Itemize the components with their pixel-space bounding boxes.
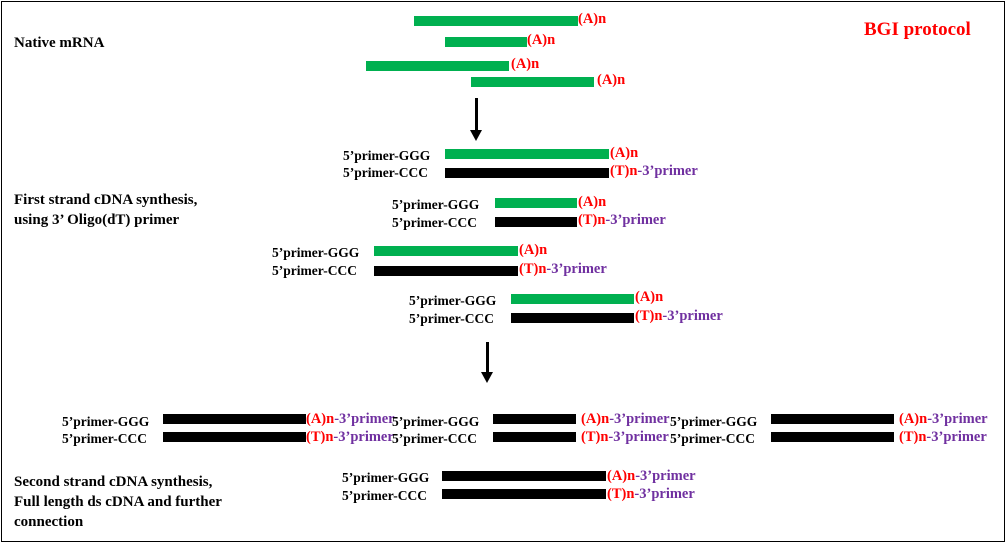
primer-3-label: -3’primer: [635, 468, 696, 484]
polyt-tail: (T)n: [306, 429, 334, 445]
polya-tail: (A)n: [511, 56, 540, 72]
primer-3-label: -3’primer: [333, 429, 394, 445]
primer-3-label: -3’primer: [637, 163, 698, 179]
polyt-primer: (T)n-3’primer: [581, 430, 669, 445]
polyt-tail: (T)n: [607, 486, 635, 502]
mrna-strand: [495, 198, 577, 208]
polya-primer: (A)n-3’primer: [306, 412, 395, 427]
cdna-strand: [442, 489, 606, 499]
primer-ccc-label: 5’primer-CCC: [272, 263, 357, 278]
polyt-tail: (T)n: [578, 212, 606, 228]
cdna-strand: [163, 414, 306, 424]
cdna-strand: [511, 313, 634, 323]
primer-ggg-label: 5’primer-GGG: [272, 245, 360, 260]
primer-ccc-label: 5’primer-CCC: [392, 215, 477, 230]
polya-tail: (A)n: [527, 32, 556, 48]
primer-3-label: -3’primer: [662, 308, 723, 324]
polya-primer: (A)n-3’primer: [581, 412, 670, 427]
second-strand-label-line3: connection: [14, 514, 84, 530]
primer-3-label: -3’primer: [605, 212, 666, 228]
cdna-strand: [442, 471, 606, 481]
primer-3-label: -3’primer: [927, 411, 988, 427]
primer-3-label: -3’primer: [546, 261, 607, 277]
primer-ccc-label: 5’primer-CCC: [392, 431, 477, 446]
polya-tail: (A)n: [306, 411, 335, 427]
primer-ggg-label: 5’primer-GGG: [342, 470, 430, 485]
polyt-primer: (T)n-3’primer: [578, 213, 666, 228]
down-arrow-icon: [486, 342, 489, 372]
cdna-strand: [493, 414, 576, 424]
polyt-tail: (T)n: [519, 261, 547, 277]
second-strand-label-line2: Full length ds cDNA and further: [14, 494, 222, 510]
primer-ccc-label: 5’primer-CCC: [670, 431, 755, 446]
polya-tail: (A)n: [610, 145, 639, 161]
native-mrna-label: Native mRNA: [14, 35, 105, 51]
mrna-strand: [445, 37, 527, 47]
mrna-strand: [511, 294, 634, 304]
primer-ggg-label: 5’primer-GGG: [670, 414, 758, 429]
cdna-strand: [495, 217, 577, 227]
polyt-primer: (T)n-3’primer: [519, 262, 607, 277]
polyt-tail: (T)n: [581, 429, 609, 445]
down-arrow-icon: [475, 98, 478, 130]
primer-ggg-label: 5’primer-GGG: [392, 197, 480, 212]
mrna-strand: [366, 61, 509, 71]
primer-ggg-label: 5’primer-GGG: [62, 414, 150, 429]
polya-tail: (A)n: [581, 411, 610, 427]
primer-3-label: -3’primer: [609, 411, 670, 427]
primer-3-label: -3’primer: [334, 411, 395, 427]
polyt-primer: (T)n-3’primer: [899, 430, 987, 445]
polya-primer: (A)n-3’primer: [899, 412, 988, 427]
primer-ggg-label: 5’primer-GGG: [343, 148, 431, 163]
polya-tail: (A)n: [597, 72, 626, 88]
cdna-strand: [374, 266, 518, 276]
mrna-strand: [471, 77, 594, 87]
primer-ggg-label: 5’primer-GGG: [392, 414, 480, 429]
primer-ccc-label: 5’primer-CCC: [409, 311, 494, 326]
primer-3-label: -3’primer: [634, 486, 695, 502]
primer-3-label: -3’primer: [926, 429, 987, 445]
primer-ccc-label: 5’primer-CCC: [342, 488, 427, 503]
cdna-strand: [163, 432, 306, 442]
polyt-primer: (T)n-3’primer: [635, 309, 723, 324]
primer-ggg-label: 5’primer-GGG: [409, 293, 497, 308]
polya-tail: (A)n: [635, 289, 664, 305]
second-strand-label-line1: Second strand cDNA synthesis,: [14, 474, 213, 490]
first-strand-label-line2: using 3’ Oligo(dT) primer: [14, 212, 180, 228]
polya-tail: (A)n: [607, 468, 636, 484]
primer-ccc-label: 5’primer-CCC: [62, 431, 147, 446]
polya-tail: (A)n: [519, 242, 548, 258]
mrna-strand: [374, 246, 518, 256]
cdna-strand: [493, 432, 576, 442]
primer-3-label: -3’primer: [608, 429, 669, 445]
polya-tail: (A)n: [578, 11, 607, 27]
down-arrow-head-icon: [470, 130, 482, 141]
first-strand-label-line1: First strand cDNA synthesis,: [14, 192, 198, 208]
cdna-strand: [771, 432, 894, 442]
mrna-strand: [445, 149, 609, 159]
cdna-strand: [445, 168, 609, 178]
polyt-primer: (T)n-3’primer: [306, 430, 394, 445]
polyt-tail: (T)n: [899, 429, 927, 445]
polyt-primer: (T)n-3’primer: [610, 164, 698, 179]
primer-ccc-label: 5’primer-CCC: [343, 165, 428, 180]
polyt-primer: (T)n-3’primer: [607, 487, 695, 502]
down-arrow-head-icon: [481, 372, 493, 383]
diagram-title: BGI protocol: [864, 19, 971, 40]
cdna-strand: [771, 414, 894, 424]
polyt-tail: (T)n: [635, 308, 663, 324]
polya-primer: (A)n-3’primer: [607, 469, 696, 484]
mrna-strand: [414, 16, 578, 26]
polya-tail: (A)n: [578, 194, 607, 210]
polya-tail: (A)n: [899, 411, 928, 427]
polyt-tail: (T)n: [610, 163, 638, 179]
